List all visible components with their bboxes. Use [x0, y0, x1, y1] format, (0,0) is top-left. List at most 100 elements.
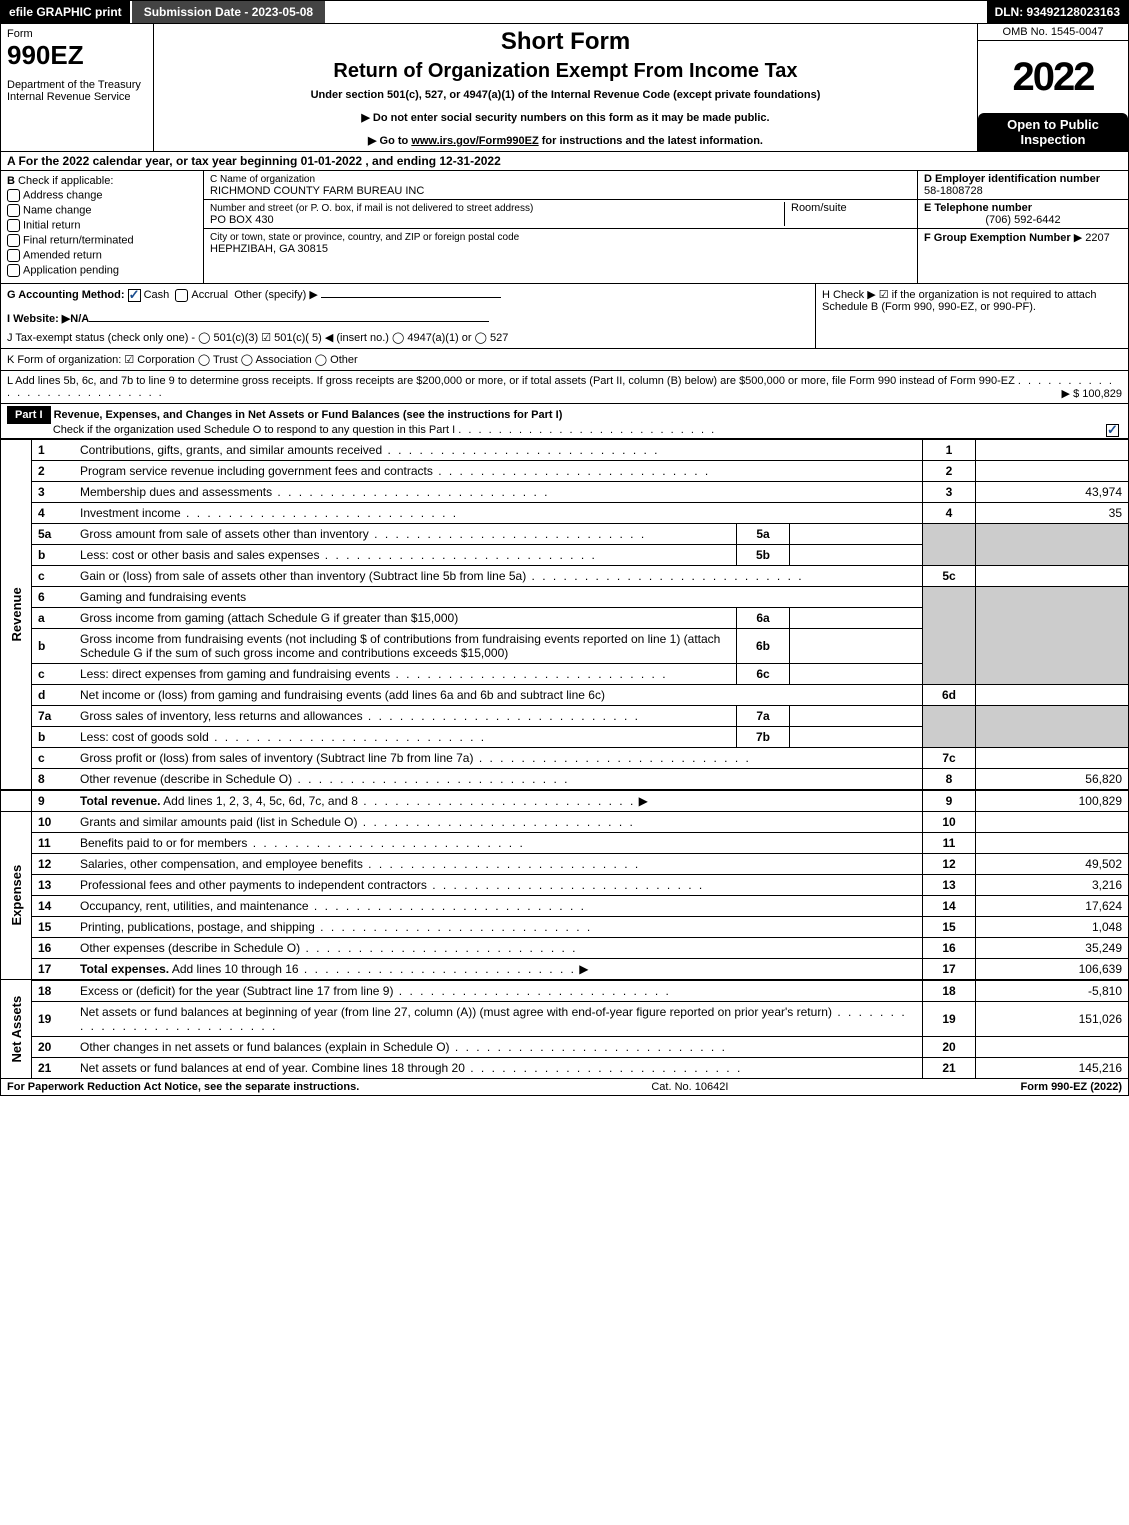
address-change-checkbox[interactable] — [7, 189, 20, 202]
line-7a-desc: Gross sales of inventory, less returns a… — [80, 709, 363, 723]
org-name: RICHMOND COUNTY FARM BUREAU INC — [210, 185, 424, 197]
line-18-desc: Excess or (deficit) for the year (Subtra… — [80, 984, 393, 998]
amended-return-label: Amended return — [23, 249, 102, 261]
line-17-val: 106,639 — [976, 958, 1129, 980]
address-change-label: Address change — [23, 189, 103, 201]
line-15-desc: Printing, publications, postage, and shi… — [80, 920, 315, 934]
name-change-label: Name change — [23, 204, 92, 216]
section-ghi: G Accounting Method: Cash Accrual Other … — [0, 284, 1129, 349]
line-l-text: L Add lines 5b, 6c, and 7b to line 9 to … — [7, 375, 1015, 387]
line-16-desc: Other expenses (describe in Schedule O) — [80, 941, 300, 955]
line-k: K Form of organization: ☑ Corporation ◯ … — [0, 349, 1129, 371]
form-label: Form — [7, 28, 147, 40]
line-16-val: 35,249 — [976, 937, 1129, 958]
line-13-val: 3,216 — [976, 874, 1129, 895]
ssn-note: ▶ Do not enter social security numbers o… — [162, 111, 969, 124]
line-14-desc: Occupancy, rent, utilities, and maintena… — [80, 899, 309, 913]
line-5a-desc: Gross amount from sale of assets other t… — [80, 527, 369, 541]
line-5b-mid — [790, 544, 923, 565]
cash-checkbox[interactable] — [128, 289, 141, 302]
line-12-val: 49,502 — [976, 853, 1129, 874]
dln-label: DLN: 93492128023163 — [987, 1, 1128, 23]
return-title: Return of Organization Exempt From Incom… — [162, 60, 969, 83]
irs-link-note[interactable]: ▶ Go to www.irs.gov/Form990EZ for instru… — [162, 134, 969, 147]
part-i-title: Revenue, Expenses, and Changes in Net As… — [54, 409, 563, 421]
line-3-desc: Membership dues and assessments — [80, 485, 272, 499]
line-1-rnum: 1 — [923, 439, 976, 460]
line-12-desc: Salaries, other compensation, and employ… — [80, 857, 363, 871]
line-7c-desc: Gross profit or (loss) from sales of inv… — [80, 751, 473, 765]
line-9-val: 100,829 — [976, 790, 1129, 812]
line-8-val: 56,820 — [976, 768, 1129, 790]
line-6b-mid — [790, 628, 923, 663]
under-section: Under section 501(c), 527, or 4947(a)(1)… — [162, 89, 969, 101]
org-name-label: C Name of organization — [210, 174, 315, 185]
line-15-val: 1,048 — [976, 916, 1129, 937]
other-specify-label: Other (specify) ▶ — [234, 289, 318, 301]
line-7b-desc: Less: cost of goods sold — [80, 730, 209, 744]
line-20-val — [976, 1036, 1129, 1057]
initial-return-label: Initial return — [23, 219, 80, 231]
paperwork-notice: For Paperwork Reduction Act Notice, see … — [7, 1081, 359, 1093]
initial-return-checkbox[interactable] — [7, 219, 20, 232]
line-6-desc: Gaming and fundraising events — [74, 586, 923, 607]
b-label: B — [7, 175, 15, 187]
line-h: H Check ▶ ☑ if the organization is not r… — [815, 284, 1128, 348]
section-d: D Employer identification number 58-1808… — [918, 171, 1128, 283]
line-19-desc: Net assets or fund balances at beginning… — [80, 1005, 832, 1019]
line-11-val — [976, 832, 1129, 853]
cash-label: Cash — [144, 289, 170, 301]
final-return-checkbox[interactable] — [7, 234, 20, 247]
accrual-checkbox[interactable] — [175, 289, 188, 302]
line-6b-desc: Gross income from fundraising events (no… — [80, 632, 720, 660]
ein-value: 58-1808728 — [924, 185, 983, 197]
form-header: Form 990EZ Department of the Treasury In… — [0, 24, 1129, 152]
section-c: C Name of organization RICHMOND COUNTY F… — [204, 171, 918, 283]
ein-label: D Employer identification number — [924, 173, 1100, 185]
accounting-method-label: G Accounting Method: — [7, 289, 125, 301]
submission-date: Submission Date - 2023-05-08 — [130, 1, 325, 23]
catalog-number: Cat. No. 10642I — [359, 1081, 1020, 1093]
line-5c-val — [976, 565, 1129, 586]
application-pending-checkbox[interactable] — [7, 264, 20, 277]
expenses-section-label: Expenses — [1, 811, 32, 980]
part-i-header: Part I Revenue, Expenses, and Changes in… — [0, 404, 1129, 439]
line-18-val: -5,810 — [976, 980, 1129, 1002]
street-label: Number and street (or P. O. box, if mail… — [210, 203, 533, 214]
city-label: City or town, state or province, country… — [210, 232, 519, 243]
line-7c-val — [976, 747, 1129, 768]
line-6a-desc: Gross income from gaming (attach Schedul… — [80, 611, 458, 625]
accrual-label: Accrual — [191, 289, 228, 301]
line-3-val: 43,974 — [976, 481, 1129, 502]
street-value: PO BOX 430 — [210, 214, 274, 226]
part-i-label: Part I — [7, 406, 51, 424]
line-2-val — [976, 460, 1129, 481]
line-4-desc: Investment income — [80, 506, 181, 520]
line-5c-desc: Gain or (loss) from sale of assets other… — [80, 569, 526, 583]
short-form-title: Short Form — [162, 28, 969, 56]
department-label: Department of the Treasury Internal Reve… — [7, 79, 147, 103]
amended-return-checkbox[interactable] — [7, 249, 20, 262]
lines-table: Revenue 1 Contributions, gifts, grants, … — [0, 439, 1129, 1079]
top-bar: efile GRAPHIC print Submission Date - 20… — [0, 0, 1129, 24]
line-1-val — [976, 439, 1129, 460]
schedule-o-checkbox[interactable] — [1106, 424, 1119, 437]
line-a-tax-year: A For the 2022 calendar year, or tax yea… — [0, 152, 1129, 171]
efile-label[interactable]: efile GRAPHIC print — [1, 1, 130, 23]
line-6c-desc: Less: direct expenses from gaming and fu… — [80, 667, 390, 681]
line-10-desc: Grants and similar amounts paid (list in… — [80, 815, 357, 829]
group-exemption-value: ▶ 2207 — [1074, 232, 1110, 244]
check-if-applicable: Check if applicable: — [18, 175, 113, 187]
form-number: 990EZ — [7, 40, 147, 71]
tax-year: 2022 — [1013, 55, 1094, 100]
website-label: I Website: ▶N/A — [7, 313, 89, 325]
line-1-desc: Contributions, gifts, grants, and simila… — [80, 443, 382, 457]
line-8-desc: Other revenue (describe in Schedule O) — [80, 772, 292, 786]
page-footer: For Paperwork Reduction Act Notice, see … — [0, 1079, 1129, 1096]
line-13-desc: Professional fees and other payments to … — [80, 878, 427, 892]
line-11-desc: Benefits paid to or for members — [80, 836, 247, 850]
line-4-val: 35 — [976, 502, 1129, 523]
name-change-checkbox[interactable] — [7, 204, 20, 217]
telephone-label: E Telephone number — [924, 202, 1032, 214]
city-value: HEPHZIBAH, GA 30815 — [210, 243, 328, 255]
